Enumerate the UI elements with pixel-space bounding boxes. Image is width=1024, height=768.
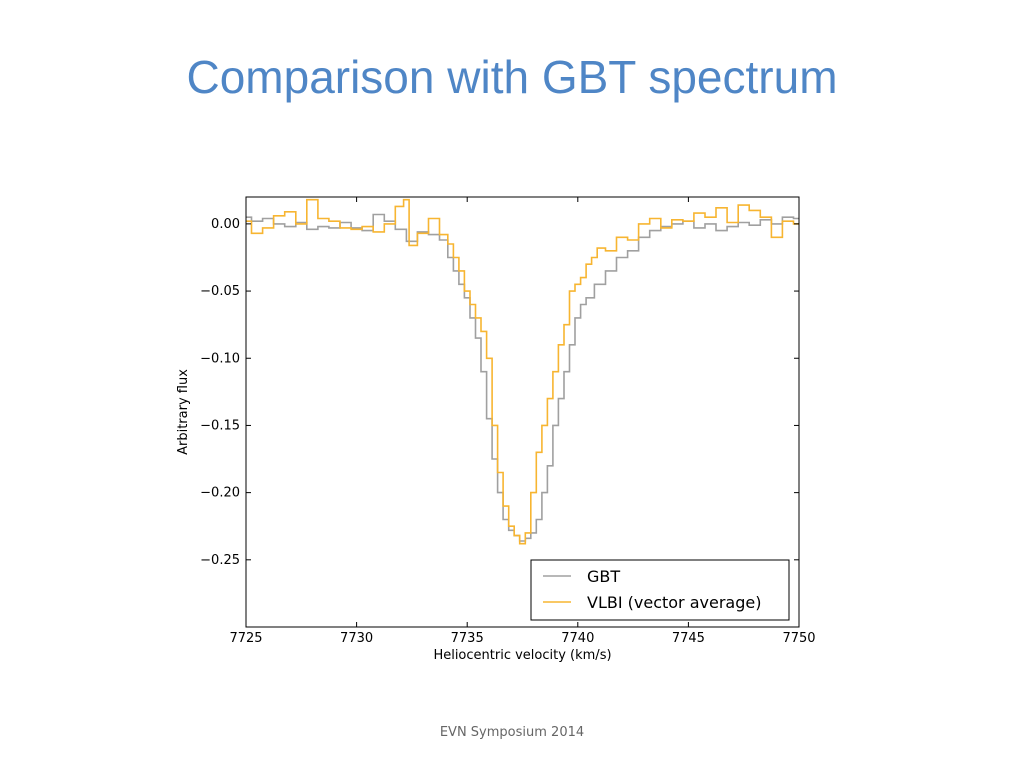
y-tick-label: −0.20 [200,486,240,501]
x-tick-label: 7735 [451,631,484,646]
series-line-gbt [246,213,799,542]
y-tick-label: 0.00 [211,217,240,232]
series-line-vlbi [246,198,799,545]
y-tick-label: −0.25 [200,553,240,568]
x-tick-label: 7750 [782,631,815,646]
slide-footer: EVN Symposium 2014 [439,725,585,740]
plot-frame [245,196,800,628]
x-tick-label: 7745 [672,631,705,646]
x-axis-label: Heliocentric velocity (km/s) [433,648,611,663]
legend-entry: GBT [587,567,620,586]
y-axis-label: Arbitrary flux [176,369,191,455]
y-tick-label: −0.15 [200,418,240,433]
slide-title: Comparison with GBT spectrum [186,51,838,103]
x-tick-label: 7740 [561,631,594,646]
axis-ticks: 7725 7730 7735 7740 7745 7750 0.00 −0.05 −0.10 −0… [200,197,816,646]
legend-box [530,559,790,621]
y-tick-label: −0.05 [200,284,240,299]
plot-lines [246,198,799,545]
legend-entry: VLBI (vector average) [587,593,761,612]
x-tick-label: 7725 [229,631,262,646]
legend: GBT VLBI (vector average) [530,559,790,621]
y-tick-label: −0.10 [200,351,240,366]
x-tick-label: 7730 [340,631,373,646]
